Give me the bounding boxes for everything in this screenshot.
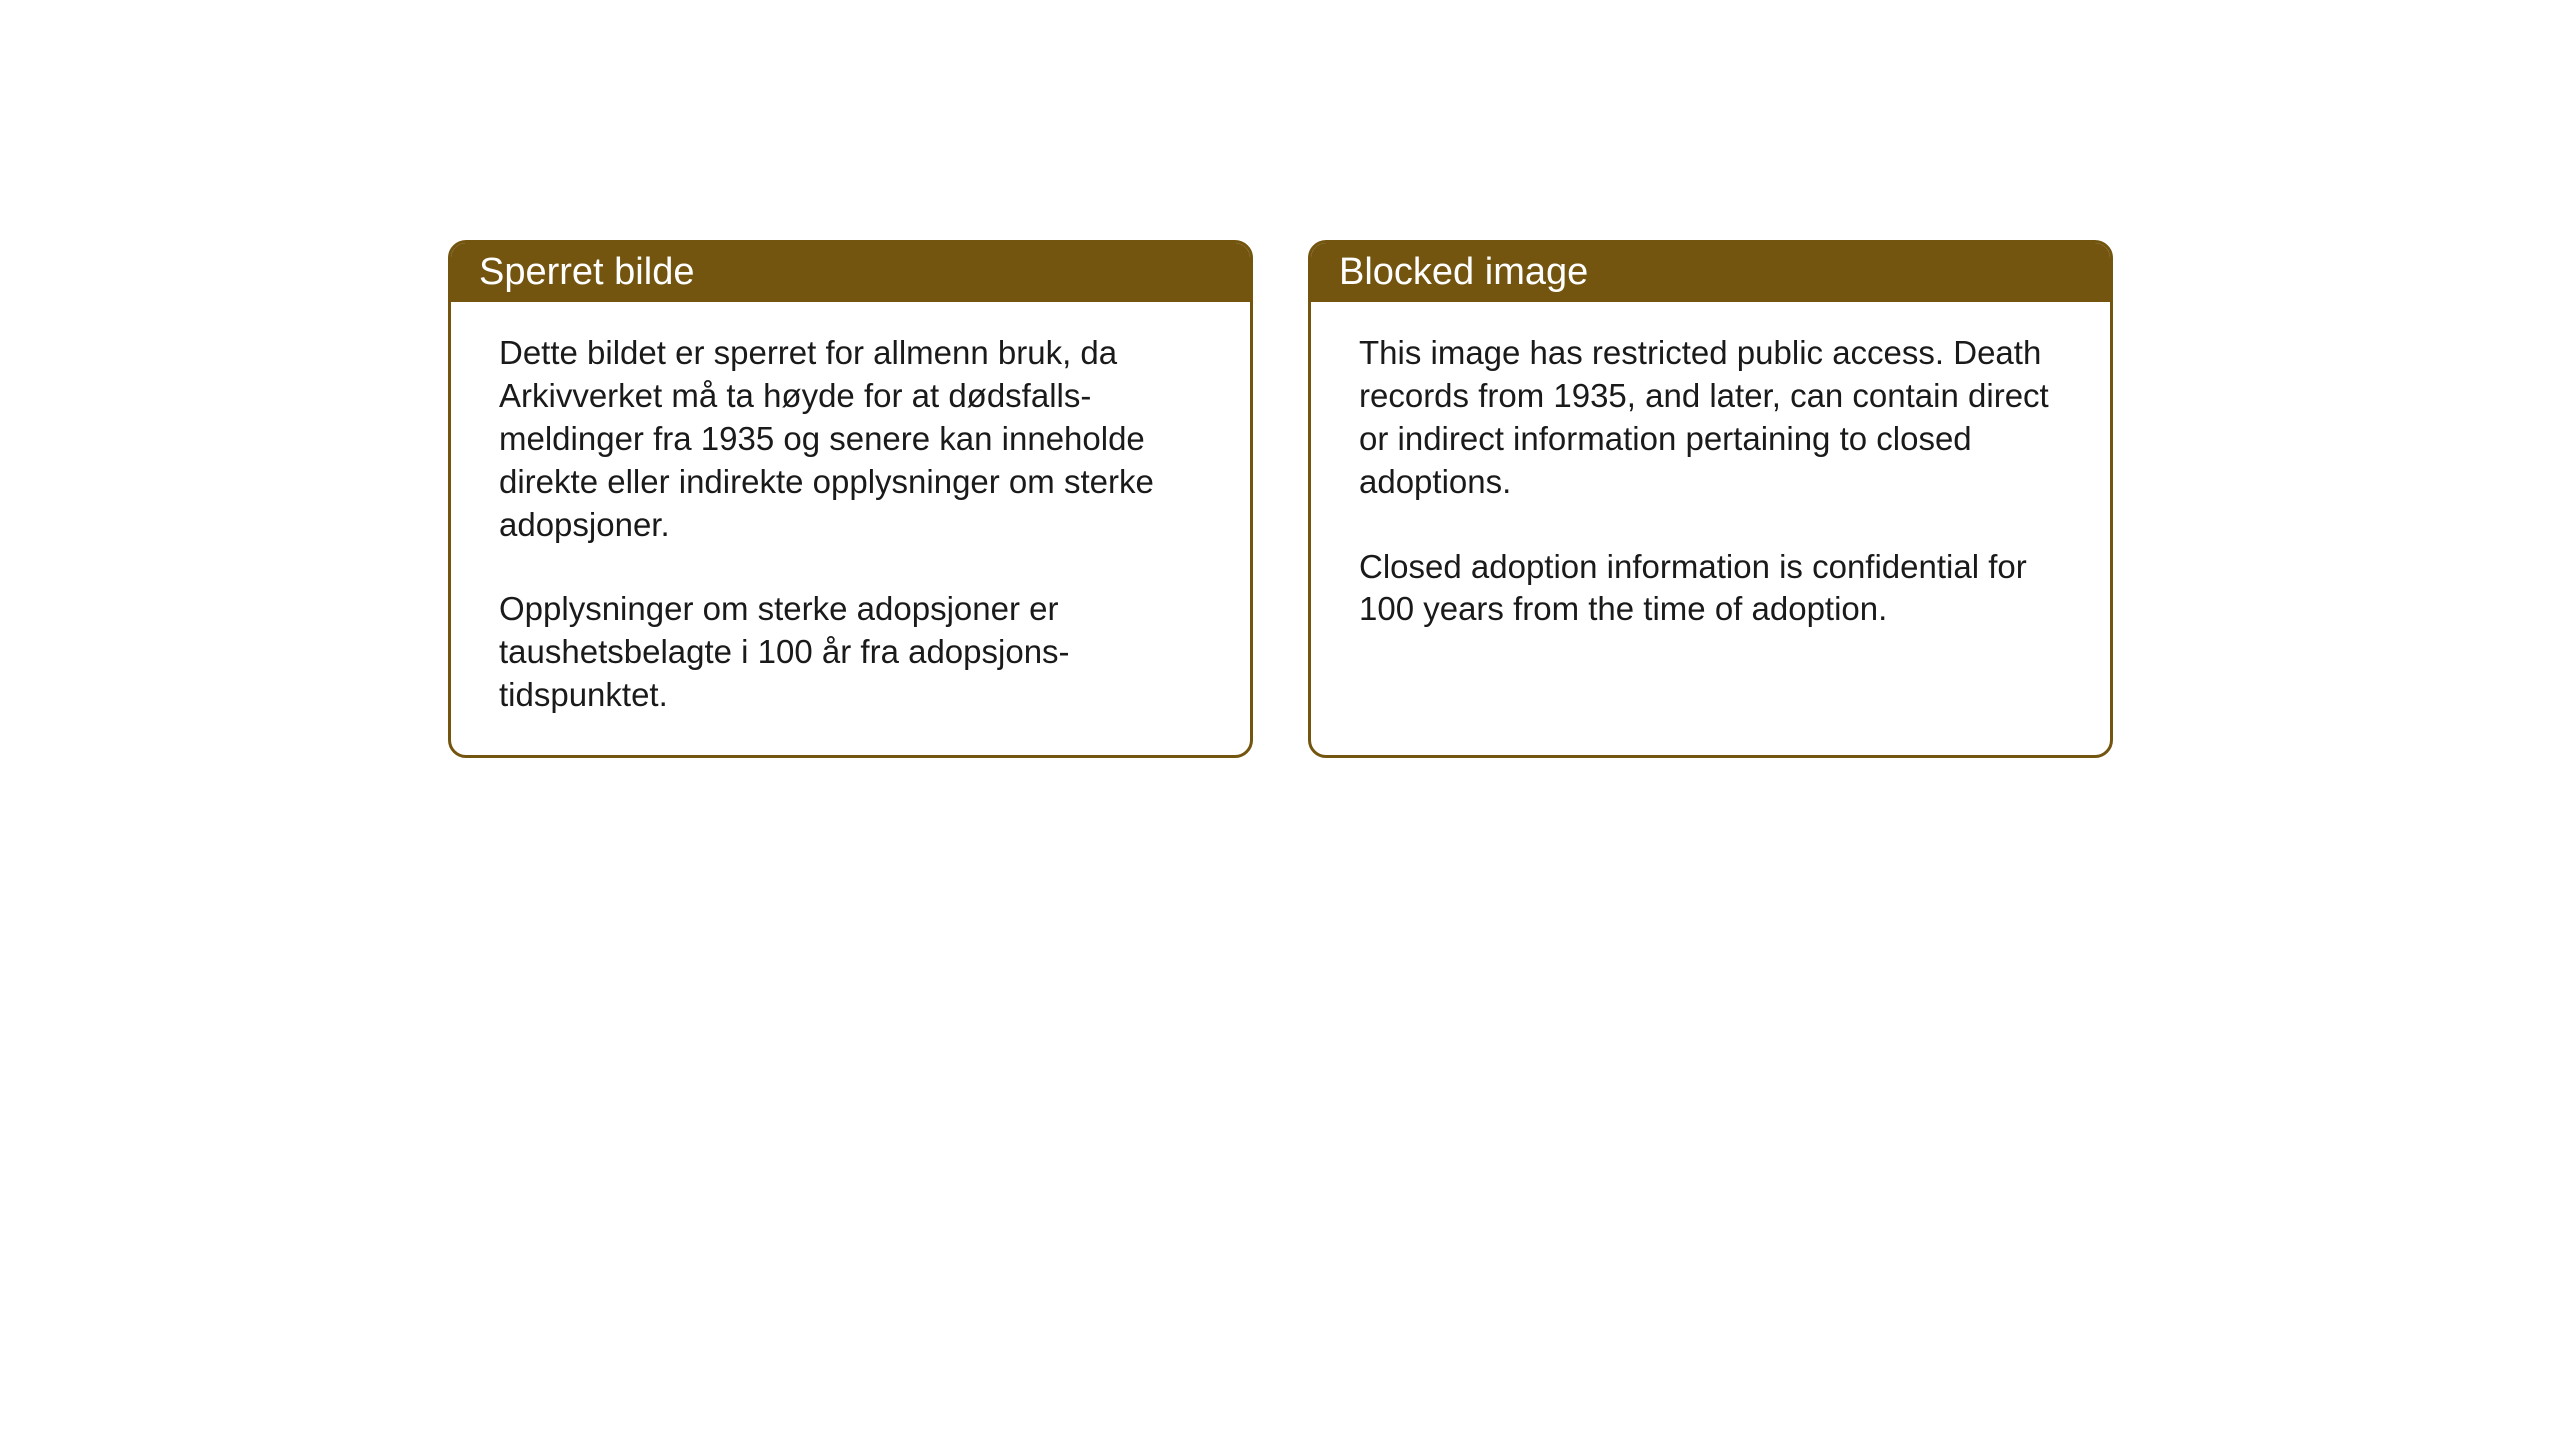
card-body-norwegian: Dette bildet er sperret for allmenn bruk…: [451, 302, 1250, 755]
cards-container: Sperret bilde Dette bildet er sperret fo…: [448, 240, 2113, 758]
card-paragraph: Closed adoption information is confident…: [1359, 546, 2062, 632]
card-header-norwegian: Sperret bilde: [451, 243, 1250, 302]
card-paragraph: Dette bildet er sperret for allmenn bruk…: [499, 332, 1202, 546]
card-paragraph: This image has restricted public access.…: [1359, 332, 2062, 504]
card-body-english: This image has restricted public access.…: [1311, 302, 2110, 732]
card-english: Blocked image This image has restricted …: [1308, 240, 2113, 758]
card-header-english: Blocked image: [1311, 243, 2110, 302]
card-title-english: Blocked image: [1339, 251, 1588, 293]
card-norwegian: Sperret bilde Dette bildet er sperret fo…: [448, 240, 1253, 758]
card-title-norwegian: Sperret bilde: [479, 251, 694, 293]
card-paragraph: Opplysninger om sterke adopsjoner er tau…: [499, 588, 1202, 717]
